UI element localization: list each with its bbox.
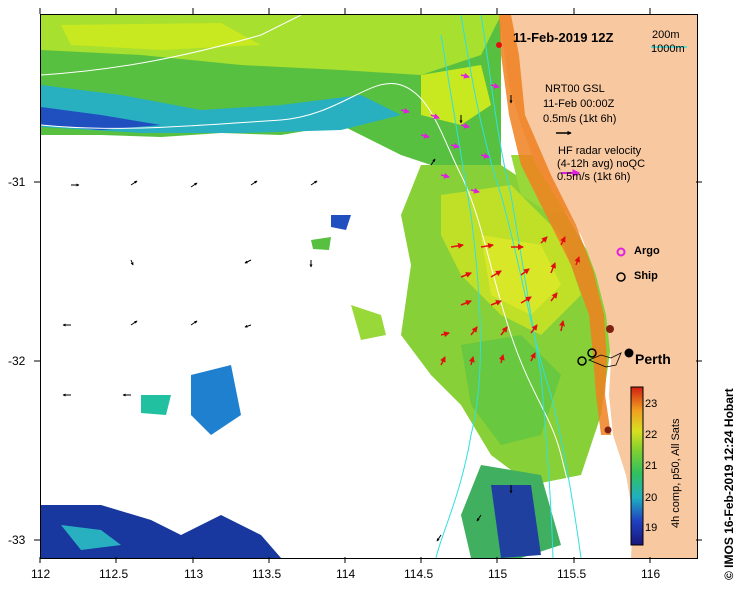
sst-map [41, 15, 697, 558]
ship-markers[interactable] [577, 348, 597, 366]
ship-marker[interactable] [587, 348, 597, 358]
station-marker[interactable] [606, 325, 614, 333]
model-legend-line1: NRT00 GSL [545, 83, 605, 95]
radar-legend-line2: (4-12h avg) noQC [557, 158, 646, 170]
colorbar-tick: 23 [645, 398, 658, 410]
isobaths [41, 15, 587, 558]
x-tick-label: 113 [184, 567, 204, 581]
coast-warm-strip [499, 15, 611, 435]
y-tick-label: -31 [8, 175, 26, 189]
isobath-shallow-label: 200m [652, 29, 680, 41]
sst-north-band [41, 15, 501, 175]
colorbar-tick: 20 [645, 492, 658, 504]
map-title: 11-Feb-2019 12Z [513, 30, 614, 45]
argo-vectors [400, 72, 500, 194]
ship-marker[interactable] [577, 356, 587, 366]
radar-legend-line1: HF radar velocity [558, 145, 642, 157]
hf-radar-vectors [440, 236, 581, 366]
perth-marker[interactable] [624, 348, 634, 358]
sst-patches [41, 215, 386, 558]
land-mass [499, 15, 697, 558]
map-panel[interactable] [40, 14, 698, 559]
colorbar-tick: 21 [645, 460, 658, 472]
x-tick-label: 112.5 [99, 567, 129, 581]
model-legend-line2: 11-Feb 00:00Z [543, 98, 615, 110]
x-tick-label: 112 [31, 567, 51, 581]
model-legend-line3: 0.5m/s (1kt 6h) [543, 113, 617, 125]
y-tick-label: -32 [8, 354, 26, 368]
argo-legend-label: Argo [634, 245, 660, 257]
station-marker[interactable] [496, 42, 502, 48]
river-outline [587, 352, 622, 368]
colorbar [630, 386, 644, 546]
radar-legend-line3: 0.5m/s (1kt 6h) [557, 171, 631, 183]
coastal-stations[interactable] [496, 42, 614, 434]
argo-legend-symbol [616, 247, 626, 257]
colorbar-tick: 19 [645, 522, 658, 534]
x-tick-label: 114 [336, 567, 356, 581]
y-tick-label: -33 [8, 533, 26, 547]
colorbar-tick: 22 [645, 429, 658, 441]
x-tick-label: 113.5 [252, 567, 282, 581]
x-tick-label: 116 [641, 567, 661, 581]
isobath-deep-label: 1000m [651, 43, 685, 55]
city-label-perth: Perth [635, 351, 671, 367]
x-tick-label: 115 [488, 567, 508, 581]
model-vectors [62, 95, 513, 542]
ship-legend-symbol [616, 272, 626, 282]
x-tick-label: 115.5 [557, 567, 587, 581]
station-marker[interactable] [604, 426, 612, 434]
x-tick-label: 114.5 [404, 567, 434, 581]
imos-credit: © IMOS 16-Feb-2019 12:24 Hobart [722, 388, 736, 580]
ship-legend-label: Ship [634, 270, 658, 282]
